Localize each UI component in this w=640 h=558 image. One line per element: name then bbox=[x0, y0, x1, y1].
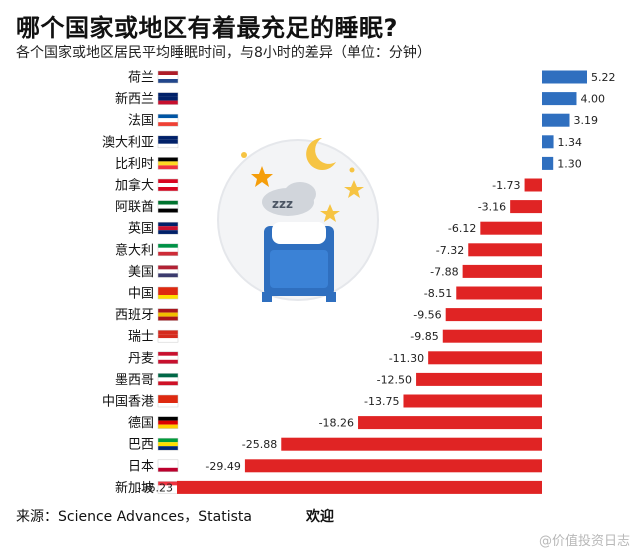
category-label: 意大利 bbox=[115, 242, 154, 258]
flag-icon bbox=[157, 373, 179, 386]
category-label: 加拿大 bbox=[115, 178, 154, 194]
category-label: 丹麦 bbox=[128, 351, 154, 366]
flag-icon bbox=[157, 265, 179, 278]
category-label: 澳大利亚 bbox=[102, 134, 154, 150]
bar bbox=[244, 459, 543, 473]
bar bbox=[428, 351, 542, 365]
value-label: 3.19 bbox=[574, 114, 599, 127]
flag-icon bbox=[157, 286, 179, 300]
category-label: 墨西哥 bbox=[115, 373, 154, 388]
value-label: 1.30 bbox=[557, 157, 582, 170]
value-label: -1.73 bbox=[492, 179, 520, 192]
flag-icon bbox=[157, 394, 179, 408]
category-label: 中国香港 bbox=[102, 395, 154, 410]
category-label: 西班牙 bbox=[115, 308, 154, 323]
value-label: 1.34 bbox=[558, 136, 583, 149]
category-label: 英国 bbox=[128, 222, 154, 237]
bar bbox=[468, 243, 542, 257]
flag-icon bbox=[157, 459, 179, 473]
value-label: 4.00 bbox=[580, 93, 605, 106]
value-label: -18.26 bbox=[319, 417, 354, 430]
watermark: @价值投资日志 bbox=[538, 534, 630, 549]
value-label: -9.85 bbox=[410, 330, 438, 343]
category-label: 瑞士 bbox=[128, 330, 154, 345]
bar bbox=[480, 221, 542, 235]
bar bbox=[542, 92, 577, 106]
value-label: -9.56 bbox=[413, 309, 441, 322]
bar bbox=[177, 480, 542, 494]
chart-title: 哪个国家或地区有着最充足的睡眠? bbox=[16, 14, 398, 42]
chart-subtitle: 各个国家或地区居民平均睡眠时间，与8小时的差异（单位：分钟） bbox=[16, 45, 431, 61]
bar bbox=[403, 394, 542, 408]
flag-icon bbox=[157, 221, 179, 235]
category-label: 巴西 bbox=[128, 438, 154, 453]
flag-icon bbox=[157, 416, 179, 429]
category-label: 中国 bbox=[128, 287, 154, 302]
flag-icon bbox=[157, 135, 179, 149]
category-label: 美国 bbox=[128, 265, 154, 280]
flag-icon bbox=[157, 178, 179, 192]
value-label: 5.22 bbox=[591, 71, 616, 84]
category-label: 阿联酋 bbox=[115, 199, 154, 215]
value-label: -36.23 bbox=[138, 481, 173, 494]
bar bbox=[542, 70, 587, 84]
value-label: -11.30 bbox=[389, 352, 424, 365]
category-label: 比利时 bbox=[115, 157, 154, 172]
value-label: -13.75 bbox=[364, 395, 399, 408]
bar bbox=[542, 113, 570, 127]
bar bbox=[456, 286, 542, 300]
flag-icon bbox=[157, 113, 179, 127]
value-label: -25.88 bbox=[242, 438, 277, 451]
flag-icon bbox=[157, 437, 179, 451]
bar bbox=[416, 372, 542, 386]
flag-icon bbox=[157, 70, 179, 84]
flag-icon bbox=[157, 351, 179, 365]
bar bbox=[524, 178, 542, 192]
svg-text:zzz: zzz bbox=[272, 197, 293, 211]
value-label: -29.49 bbox=[205, 460, 240, 473]
bar bbox=[445, 308, 542, 322]
source-extra-text: 欢迎 bbox=[306, 509, 334, 525]
bar bbox=[510, 200, 542, 214]
flag-icon bbox=[157, 157, 179, 170]
bar bbox=[542, 156, 554, 170]
bar bbox=[462, 264, 542, 278]
category-label: 法国 bbox=[128, 114, 154, 129]
bar bbox=[542, 135, 554, 149]
flag-icon bbox=[157, 329, 179, 343]
flag-icon bbox=[157, 200, 179, 213]
flag-icon bbox=[157, 308, 179, 321]
category-label: 荷兰 bbox=[128, 71, 154, 86]
bar bbox=[281, 437, 542, 451]
value-label: -7.88 bbox=[430, 265, 458, 278]
bar bbox=[442, 329, 542, 343]
value-label: -12.50 bbox=[377, 373, 412, 386]
bar bbox=[358, 416, 542, 430]
category-label: 新加坡 bbox=[115, 480, 154, 496]
value-label: -8.51 bbox=[424, 287, 452, 300]
source-note: 来源：Science Advances，Statista bbox=[16, 509, 252, 525]
flag-icon bbox=[157, 243, 179, 257]
flag-icon bbox=[157, 92, 179, 105]
value-label: -6.12 bbox=[448, 222, 476, 235]
category-label: 新西兰 bbox=[115, 91, 154, 107]
value-label: -7.32 bbox=[436, 244, 464, 257]
value-label: -3.16 bbox=[478, 201, 506, 214]
sleeping-bed-illustration: zzz bbox=[217, 138, 379, 302]
category-label: 德国 bbox=[128, 416, 154, 431]
category-label: 日本 bbox=[128, 459, 154, 474]
